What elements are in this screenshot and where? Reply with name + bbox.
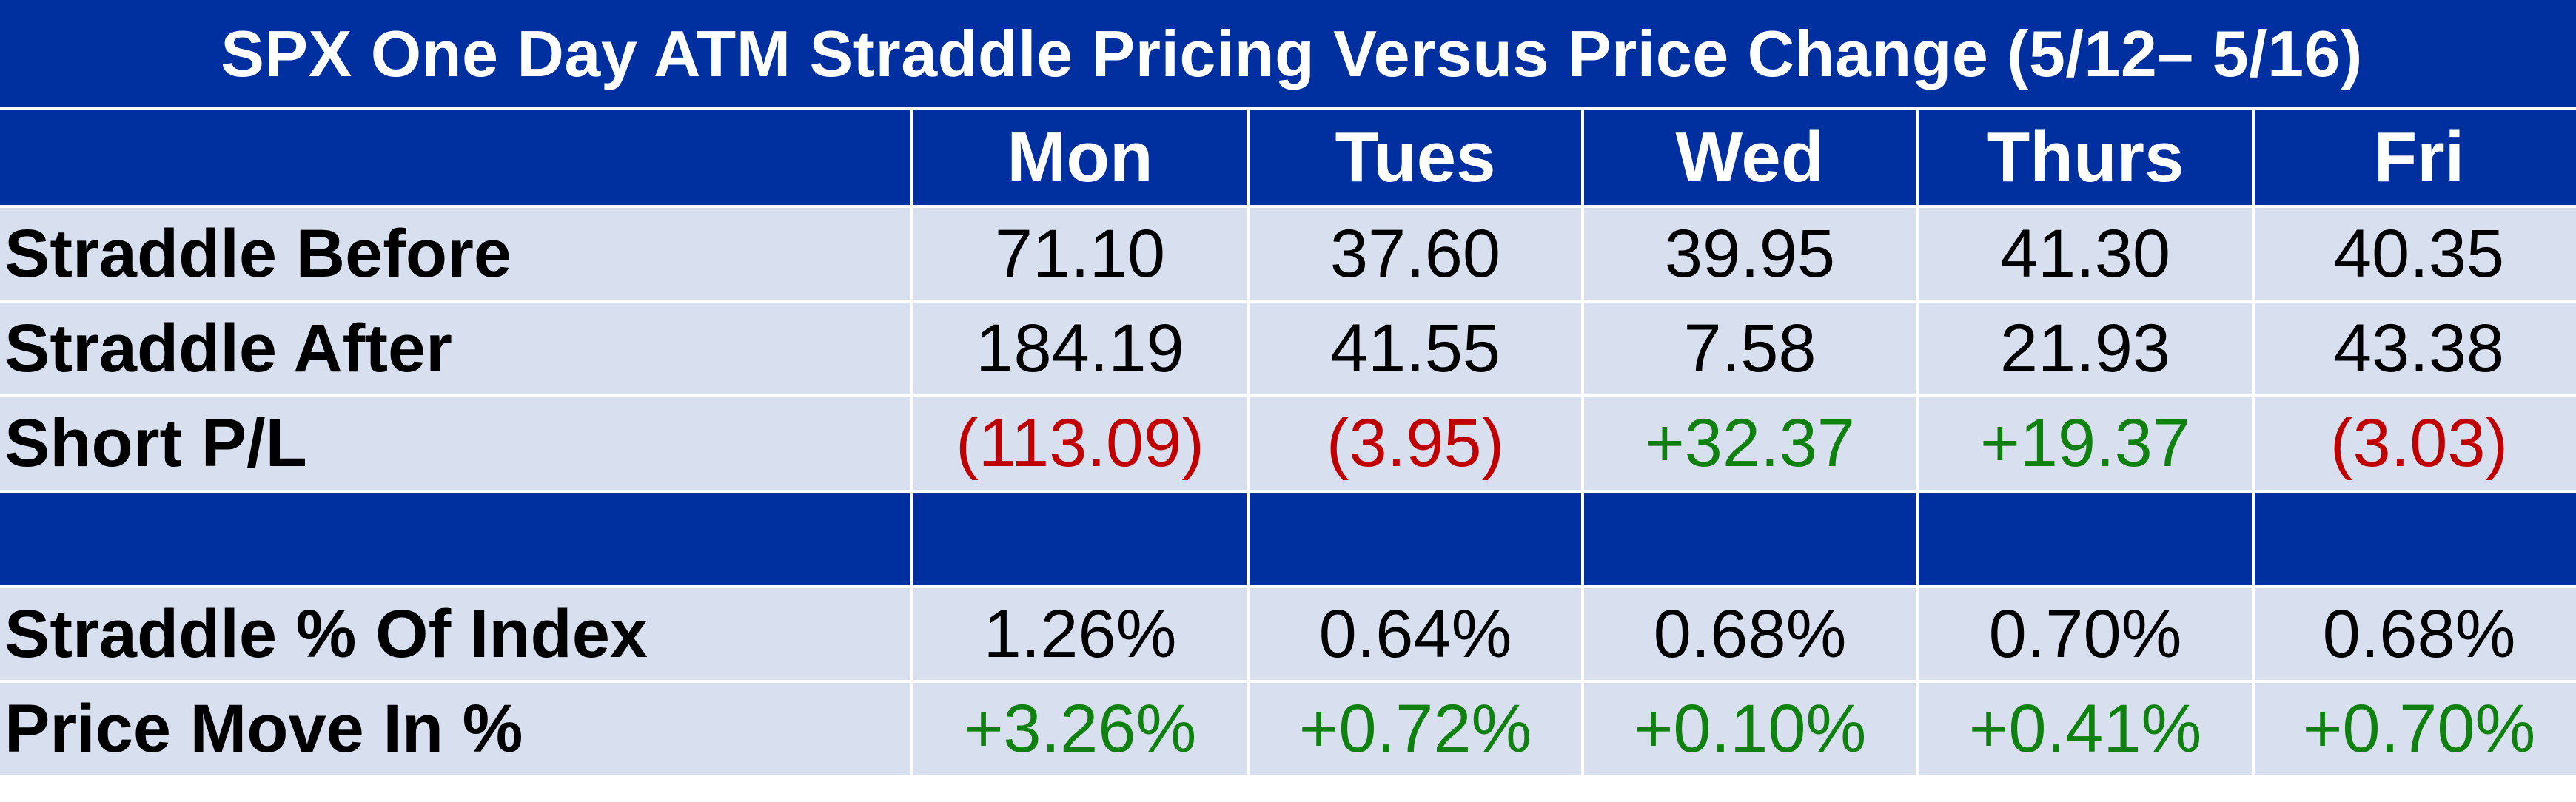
straddle-before-wed: 39.95 (1584, 208, 1916, 300)
short-pl-tues: (3.95) (1250, 397, 1581, 490)
short-pl-thurs: +19.37 (1919, 397, 2252, 490)
price-move-mon: +3.26% (913, 683, 1247, 775)
straddle-table: SPX One Day ATM Straddle Pricing Versus … (0, 0, 2576, 775)
separator-band-tues (1250, 493, 1581, 585)
straddle-after-thurs: 21.93 (1919, 303, 2252, 394)
column-header-wed: Wed (1584, 110, 1916, 205)
separator-band-label (0, 493, 910, 585)
straddle-pct-mon: 1.26% (913, 588, 1247, 680)
price-move-fri: +0.70% (2255, 683, 2576, 775)
separator-band-fri (2255, 493, 2576, 585)
short-pl-wed: +32.37 (1584, 397, 1916, 490)
short-pl-mon: (113.09) (913, 397, 1247, 490)
straddle-after-wed: 7.58 (1584, 303, 1916, 394)
straddle-after-tues: 41.55 (1250, 303, 1581, 394)
table-title: SPX One Day ATM Straddle Pricing Versus … (0, 0, 2576, 107)
straddle-pct-tues: 0.64% (1250, 588, 1581, 680)
straddle-pct-thurs: 0.70% (1919, 588, 2252, 680)
separator-band-wed (1584, 493, 1916, 585)
row-label-straddle-before: Straddle Before (0, 208, 910, 300)
row-label-straddle-pct: Straddle % Of Index (0, 588, 910, 680)
straddle-after-mon: 184.19 (913, 303, 1247, 394)
row-label-straddle-after: Straddle After (0, 303, 910, 394)
separator-band-thurs (1919, 493, 2252, 585)
row-label-short-pl: Short P/L (0, 397, 910, 490)
column-header-fri: Fri (2255, 110, 2576, 205)
column-header-thurs: Thurs (1919, 110, 2252, 205)
separator-band-mon (913, 493, 1247, 585)
row-label-price-move: Price Move In % (0, 683, 910, 775)
straddle-after-fri: 43.38 (2255, 303, 2576, 394)
straddle-before-thurs: 41.30 (1919, 208, 2252, 300)
price-move-wed: +0.10% (1584, 683, 1916, 775)
price-move-thurs: +0.41% (1919, 683, 2252, 775)
straddle-before-mon: 71.10 (913, 208, 1247, 300)
column-header-mon: Mon (913, 110, 1247, 205)
straddle-before-fri: 40.35 (2255, 208, 2576, 300)
straddle-pct-fri: 0.68% (2255, 588, 2576, 680)
straddle-pct-wed: 0.68% (1584, 588, 1916, 680)
short-pl-fri: (3.03) (2255, 397, 2576, 490)
price-move-tues: +0.72% (1250, 683, 1581, 775)
column-header-tues: Tues (1250, 110, 1581, 205)
straddle-before-tues: 37.60 (1250, 208, 1581, 300)
header-corner (0, 110, 910, 205)
